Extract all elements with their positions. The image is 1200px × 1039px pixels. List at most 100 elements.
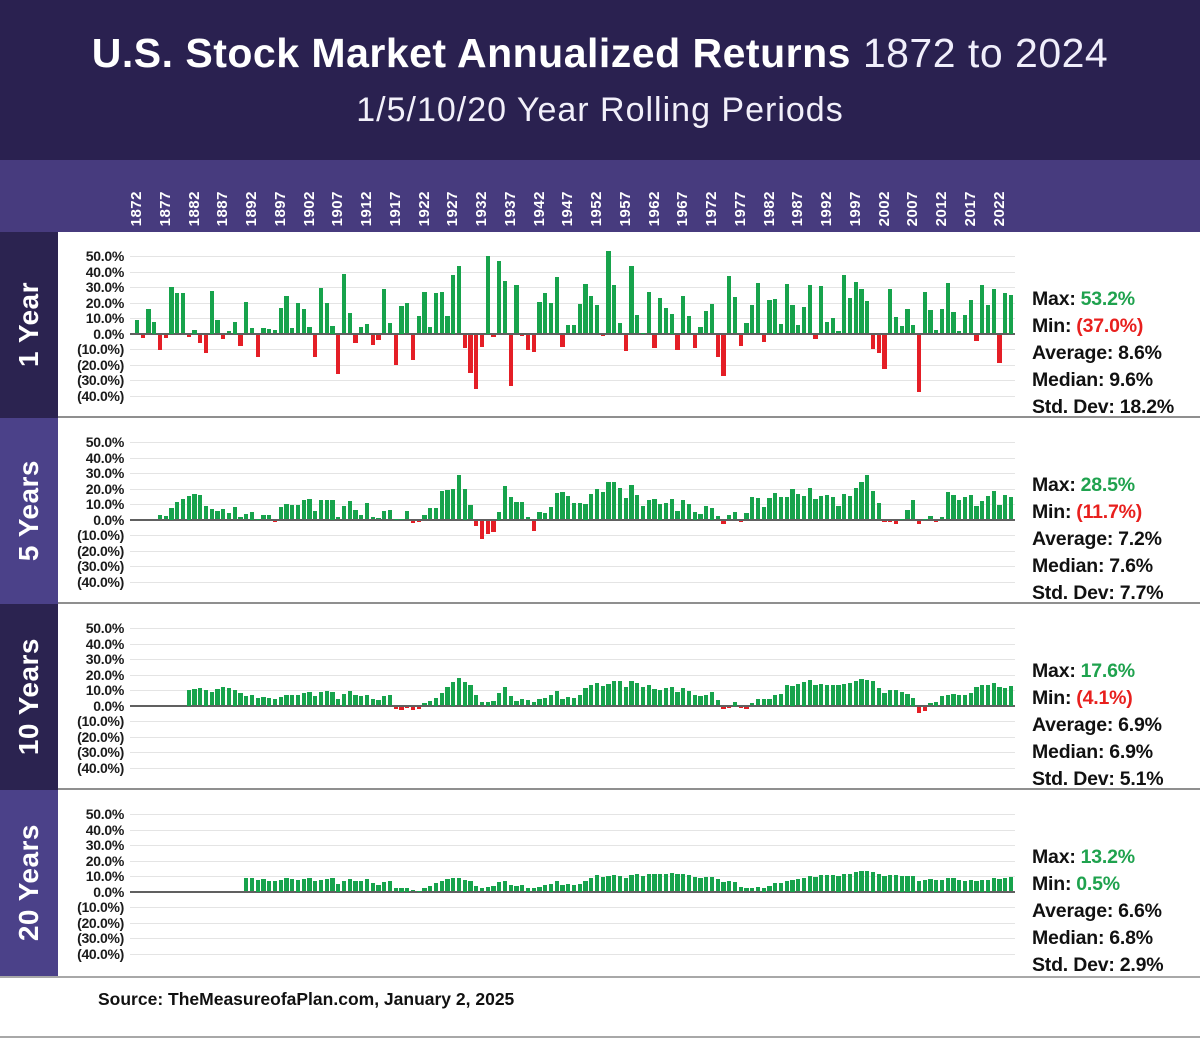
bar xyxy=(508,334,513,386)
bar xyxy=(732,296,738,334)
bar xyxy=(968,693,973,706)
bar xyxy=(571,697,577,706)
bar xyxy=(922,706,927,712)
bar xyxy=(324,690,329,706)
bar xyxy=(807,876,812,892)
bar xyxy=(278,507,283,520)
bar xyxy=(911,697,916,706)
bar xyxy=(359,515,364,520)
bar xyxy=(456,265,462,334)
y-tick-label: 10.0% xyxy=(85,682,125,698)
bar xyxy=(704,876,709,892)
bar xyxy=(433,882,439,892)
gridline xyxy=(130,628,1015,629)
bar xyxy=(554,493,559,520)
bar xyxy=(318,500,324,520)
bar xyxy=(721,706,726,709)
bar xyxy=(951,693,956,706)
bar xyxy=(859,871,864,892)
stat-row: Std. Dev: 18.2% xyxy=(1032,394,1197,421)
gridline xyxy=(130,271,1015,273)
bar xyxy=(560,334,565,348)
stat-label: Max: xyxy=(1032,846,1076,868)
bar xyxy=(801,878,807,892)
bar xyxy=(790,304,795,334)
bar xyxy=(922,518,927,520)
page-title-main: U.S. Stock Market Annualized Returns xyxy=(91,30,851,76)
y-tick-label: 20.0% xyxy=(85,852,125,869)
bar xyxy=(502,881,508,892)
year-tick-label: 1942 xyxy=(530,190,548,226)
y-tick-label: (10.0%) xyxy=(77,527,124,543)
bar xyxy=(704,506,709,520)
bar xyxy=(686,316,692,334)
bar xyxy=(859,289,864,334)
bar xyxy=(715,879,720,892)
bar xyxy=(468,880,473,892)
bar xyxy=(525,700,531,706)
bar xyxy=(341,506,347,520)
bar xyxy=(583,880,588,892)
bar xyxy=(364,502,370,520)
bar xyxy=(991,878,996,892)
bar xyxy=(382,511,387,520)
bar xyxy=(244,878,249,892)
panel-separator xyxy=(58,416,1200,418)
bar xyxy=(1003,292,1008,334)
bar xyxy=(842,874,847,892)
stat-value: 0.5% xyxy=(1076,873,1120,895)
bar xyxy=(629,484,634,520)
bar xyxy=(796,493,801,520)
bar xyxy=(635,494,640,520)
bar xyxy=(261,328,266,334)
bar xyxy=(640,332,646,334)
bar xyxy=(888,520,893,522)
bar xyxy=(209,508,214,520)
bar xyxy=(721,334,726,376)
bar xyxy=(606,876,611,892)
page-title-range: 1872 to 2024 xyxy=(850,30,1109,76)
bar xyxy=(911,499,916,520)
y-tick-label: 20.0% xyxy=(85,294,125,311)
stat-label: Min: xyxy=(1032,315,1072,337)
gridline xyxy=(130,845,1015,846)
gridline xyxy=(130,380,1015,381)
bar xyxy=(847,495,853,520)
stat-value: 7.6% xyxy=(1109,555,1153,577)
bar xyxy=(997,686,1002,706)
bar xyxy=(163,334,168,338)
bar xyxy=(801,682,807,706)
bar xyxy=(410,520,416,523)
bar xyxy=(916,880,922,892)
bar xyxy=(267,514,272,520)
bar xyxy=(744,706,749,709)
bar xyxy=(1003,877,1008,892)
stat-value: 5.1% xyxy=(1119,768,1164,790)
y-tick-label: 50.0% xyxy=(85,806,125,822)
year-tick-label: 1947 xyxy=(559,190,577,226)
bar xyxy=(807,487,812,520)
stat-row: Min: (37.0%) xyxy=(1032,313,1197,340)
bar xyxy=(727,881,732,892)
bar xyxy=(675,334,680,351)
panel-20-years: 20 Years 50.0% 40.0% 30.0% 20.0% 10.0% 0.0% (1… xyxy=(0,790,1200,976)
bar xyxy=(468,504,473,520)
bar xyxy=(704,695,709,706)
bar xyxy=(169,287,174,334)
stat-row: Average: 7.2% xyxy=(1032,526,1197,553)
bar xyxy=(502,686,508,706)
y-tick-label: 0.0% xyxy=(93,325,124,342)
bar xyxy=(370,516,375,520)
bar xyxy=(813,334,818,340)
stats-block: Max: 28.5% Min: (11.7%) Average: 7.2% Median: 7… xyxy=(1032,472,1197,607)
y-tick-label: 40.0% xyxy=(85,635,125,652)
gridline xyxy=(130,721,1015,722)
stat-row: Std. Dev: 2.9% xyxy=(1032,952,1197,979)
year-tick-label: 1962 xyxy=(645,190,663,226)
bar xyxy=(813,499,818,520)
bar xyxy=(428,700,433,706)
bar xyxy=(330,877,335,892)
bar xyxy=(905,693,910,706)
year-tick-label: 2002 xyxy=(875,190,893,226)
bar xyxy=(353,695,358,706)
